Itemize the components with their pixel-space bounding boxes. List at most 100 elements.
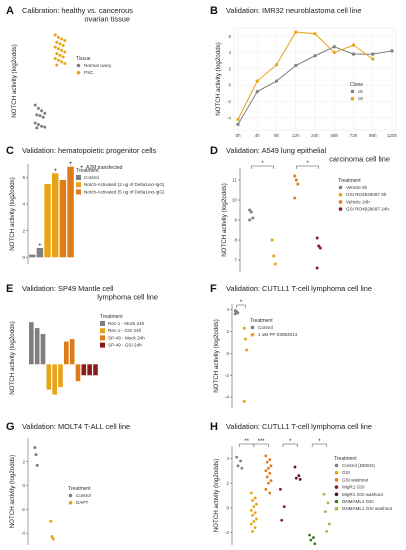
y-tick-label: 10 <box>232 198 238 203</box>
legend-marker <box>334 499 339 504</box>
data-point <box>264 469 268 473</box>
data-point <box>34 453 38 457</box>
y-axis-label: NOTCH activity (log2odds) <box>215 42 222 116</box>
data-point <box>55 63 59 67</box>
annotation-label: A2M transfected <box>86 165 123 171</box>
bar <box>46 364 52 390</box>
data-point <box>324 510 327 513</box>
legend-swatch <box>76 175 81 180</box>
legend-title: Tissue <box>76 56 91 62</box>
x-tick-label: 48h <box>330 133 338 138</box>
significance-bracket <box>253 443 269 447</box>
y-tick-label: 0 <box>228 83 231 88</box>
data-point <box>35 463 39 467</box>
data-point <box>294 63 298 68</box>
data-point <box>58 42 62 46</box>
legend-title: Treatment <box>68 486 91 492</box>
legend-entry: Normal ovary <box>84 63 112 68</box>
legend-marker <box>334 463 339 468</box>
data-point <box>253 511 257 515</box>
x-tick-label: 8h <box>274 133 280 138</box>
data-point <box>251 216 255 220</box>
legend-marker <box>338 192 343 197</box>
data-point <box>61 55 65 59</box>
bar <box>64 341 69 365</box>
y-tick-label: 11 <box>232 178 237 183</box>
data-point <box>35 113 39 117</box>
data-point <box>33 121 37 125</box>
panel-A: A Calibration: healthy vs. cancerousovari… <box>6 5 133 130</box>
x-tick-label: 12h <box>292 133 300 138</box>
data-point <box>268 458 272 462</box>
data-point <box>63 61 67 65</box>
y-axis-label: NOTCH activity (log2odds) <box>9 177 16 251</box>
legend-entry: MigR1 GSI washout <box>342 492 384 497</box>
data-point <box>249 508 253 512</box>
panel-title-B: Validation: IMR32 neuroblastoma cell lin… <box>226 6 361 15</box>
bar <box>58 364 63 388</box>
data-point <box>43 111 47 115</box>
legend-entry: GSI washout <box>342 477 369 482</box>
legend-title: Clone <box>350 82 363 88</box>
y-tick-label: 9 <box>234 218 237 223</box>
data-point <box>251 529 254 533</box>
panel-label-B: B <box>210 5 218 17</box>
y-tick-label: 2 <box>228 66 231 71</box>
bar <box>44 184 51 258</box>
series-line <box>237 31 374 120</box>
data-point <box>312 536 315 539</box>
legend-entry: GSI RO4929097 24h <box>346 207 389 212</box>
data-point <box>33 446 37 450</box>
y-axis-label: NOTCH activity (log2odds) <box>213 459 220 533</box>
panel-title-G: Validation: MOLT4 T-ALL cell line <box>22 422 130 431</box>
data-point <box>296 182 300 186</box>
bar <box>69 339 75 365</box>
legend-entry: Control <box>84 175 99 180</box>
y-tick-label: 7 <box>234 258 237 263</box>
panel-F: F Validation: CUTLL1 T-cell lymphoma cell… <box>210 283 372 408</box>
data-point <box>294 30 298 34</box>
legend-entry: c8 <box>358 96 363 101</box>
data-point <box>269 479 273 483</box>
data-point <box>63 39 67 43</box>
data-point <box>38 114 42 118</box>
data-point <box>351 43 356 47</box>
bar <box>29 254 36 258</box>
data-point <box>49 519 53 523</box>
legend-marker <box>334 478 339 482</box>
data-point <box>371 57 375 61</box>
legend-swatch <box>100 335 105 341</box>
data-point <box>267 466 270 470</box>
bar <box>75 364 81 382</box>
data-point <box>268 491 272 495</box>
significance-label: ** <box>244 439 249 445</box>
panel-C: C Validation: hematopoietic progenitor ce… <box>6 145 165 264</box>
panel-title-E: Validation: SP49 Mantle cell <box>22 284 114 293</box>
data-point <box>264 454 268 458</box>
panel-title-D: Validation: A549 lung epithelial <box>226 146 326 155</box>
annotation-marker: + <box>80 165 84 171</box>
legend-entry: 1 uM PF-03084014 <box>258 332 298 337</box>
bar <box>36 248 44 258</box>
data-point <box>35 126 39 130</box>
significance-label: * <box>289 439 292 445</box>
x-tick-label: 96h <box>369 133 377 138</box>
y-tick-label: -4 <box>227 115 232 120</box>
data-point <box>249 491 253 495</box>
significance-bracket <box>296 165 319 169</box>
data-point <box>60 60 64 64</box>
data-point <box>332 45 336 49</box>
data-point <box>56 35 60 39</box>
panel-title-A: Calibration: healthy vs. cancerous <box>22 6 133 15</box>
bar <box>67 166 74 258</box>
y-tick-label: 8 <box>234 238 237 243</box>
legend-entry: MigR1 GSI <box>342 485 364 490</box>
legend-entry: PSC <box>84 70 94 75</box>
significance-bracket <box>251 165 274 169</box>
legend-marker <box>76 70 81 75</box>
data-point <box>317 244 321 248</box>
significance-label: * <box>240 300 243 306</box>
legend-entry: SP-49 - Mock 24h <box>108 335 145 340</box>
data-point <box>313 32 317 36</box>
legend-entry: Rec-1 - Mock 24h <box>108 321 145 326</box>
